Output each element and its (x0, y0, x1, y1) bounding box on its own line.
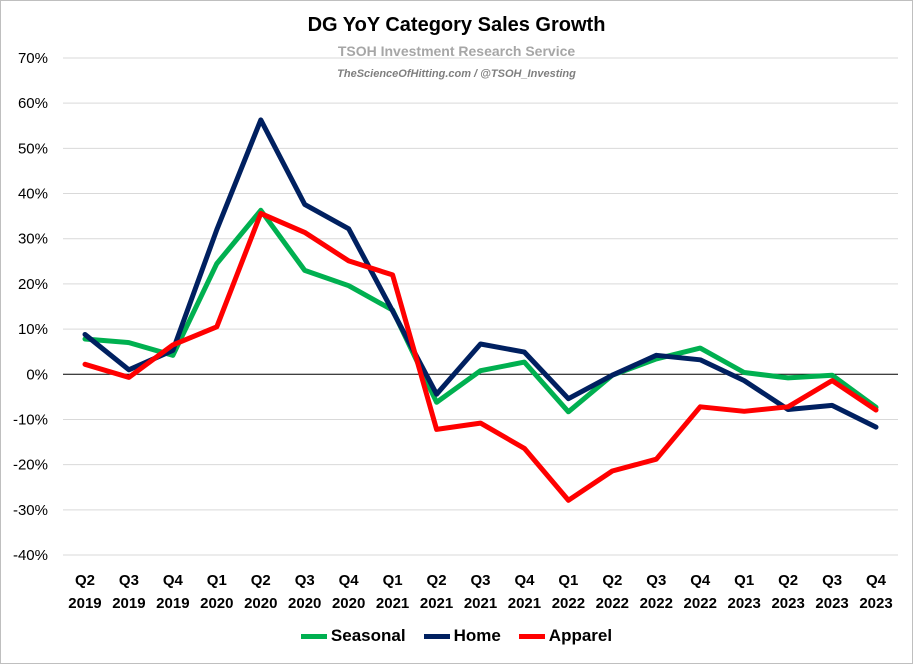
y-tick-label: 30% (18, 231, 48, 248)
x-tick-quarter: Q4 (339, 572, 360, 589)
legend-label: Apparel (548, 626, 613, 645)
chart-credit: TheScienceOfHitting.com / @TSOH_Investin… (337, 68, 576, 80)
x-tick-year: 2022 (552, 595, 585, 612)
x-tick-quarter: Q1 (207, 572, 227, 589)
x-axis-ticks: Q2 2019 Q3 2019 Q4 2019 Q1 2020 Q2 2020 Q3 2020 Q4 20… (68, 572, 892, 612)
legend-swatch (423, 633, 450, 639)
x-tick-quarter: Q1 (558, 572, 578, 589)
x-tick-quarter: Q1 (734, 572, 754, 589)
x-tick-year: 2019 (156, 595, 189, 612)
y-tick-label: 10% (18, 321, 48, 338)
legend-swatch (300, 633, 327, 639)
x-tick-year: 2020 (332, 595, 365, 612)
y-tick-label: 40% (18, 186, 48, 203)
x-tick-quarter: Q1 (383, 572, 403, 589)
x-tick-quarter: Q3 (470, 572, 490, 589)
x-tick-quarter: Q2 (251, 572, 271, 589)
legend-item-home: Home (423, 626, 501, 646)
y-tick-label: 60% (18, 95, 48, 112)
x-tick-quarter: Q4 (163, 572, 184, 589)
x-tick-quarter: Q2 (427, 572, 447, 589)
legend: Seasonal Home Apparel (0, 626, 913, 646)
x-tick-quarter: Q2 (602, 572, 622, 589)
x-tick-year: 2021 (376, 595, 409, 612)
legend-swatch (518, 633, 545, 639)
chart-title: DG YoY Category Sales Growth (307, 14, 606, 36)
x-tick-year: 2020 (200, 595, 233, 612)
x-tick-quarter: Q3 (295, 572, 315, 589)
x-tick-year: 2021 (420, 595, 453, 612)
x-tick-year: 2023 (771, 595, 804, 612)
y-tick-label: 70% (18, 50, 48, 67)
y-tick-label: -20% (13, 457, 48, 474)
x-tick-quarter: Q4 (514, 572, 535, 589)
y-tick-label: -40% (13, 547, 48, 564)
x-tick-year: 2021 (508, 595, 541, 612)
series-line-seasonal (82, 207, 879, 415)
legend-item-apparel: Apparel (518, 626, 613, 646)
series-line-home (82, 117, 879, 430)
series-line-apparel (82, 210, 879, 503)
x-tick-quarter: Q3 (119, 572, 139, 589)
x-tick-year: 2022 (640, 595, 673, 612)
y-tick-label: 20% (18, 276, 48, 293)
x-tick-quarter: Q2 (75, 572, 95, 589)
x-tick-year: 2020 (244, 595, 277, 612)
x-tick-year: 2021 (464, 595, 497, 612)
series-lines (82, 117, 879, 503)
x-tick-year: 2023 (859, 595, 892, 612)
x-tick-quarter: Q4 (866, 572, 887, 589)
legend-label: Seasonal (330, 626, 406, 645)
y-tick-label: -30% (13, 502, 48, 519)
x-tick-quarter: Q4 (690, 572, 711, 589)
y-tick-label: 0% (26, 366, 48, 383)
x-tick-year: 2019 (112, 595, 145, 612)
y-tick-label: 50% (18, 140, 48, 157)
x-tick-year: 2022 (596, 595, 629, 612)
y-tick-label: -10% (13, 411, 48, 428)
x-tick-quarter: Q2 (778, 572, 798, 589)
x-tick-year: 2022 (684, 595, 717, 612)
x-tick-year: 2023 (727, 595, 760, 612)
x-tick-year: 2020 (288, 595, 321, 612)
x-tick-quarter: Q3 (822, 572, 842, 589)
x-tick-quarter: Q3 (646, 572, 666, 589)
y-axis-ticks: 70% 60% 50% 40% 30% 20% 10% 0% -10% -20% -30% -40% (13, 50, 48, 564)
x-tick-year: 2019 (68, 595, 101, 612)
x-tick-year: 2023 (815, 595, 848, 612)
gridlines (63, 57, 898, 556)
legend-item-seasonal: Seasonal (300, 626, 406, 646)
legend-label: Home (453, 626, 501, 645)
chart-subtitle: TSOH Investment Research Service (337, 43, 576, 59)
